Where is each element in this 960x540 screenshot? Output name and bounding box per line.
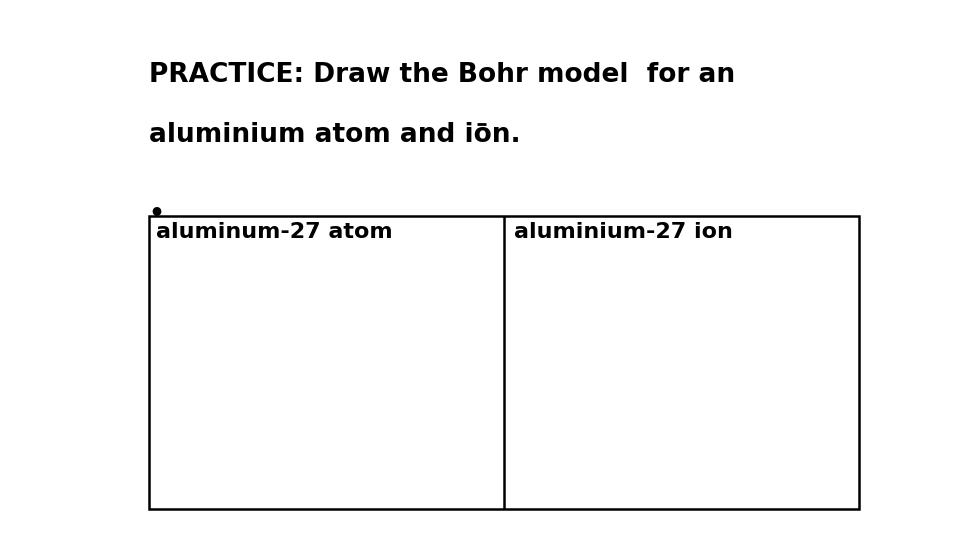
Text: aluminium atom and ion.: aluminium atom and ion.: [149, 122, 520, 147]
Text: aluminium-27 ion: aluminium-27 ion: [514, 222, 732, 242]
Text: PRACTICE: Draw the Bohr model  for an: PRACTICE: Draw the Bohr model for an: [149, 62, 735, 88]
Bar: [149, 216, 859, 509]
Text: •: •: [149, 202, 165, 226]
Text: aluminum-27 atom: aluminum-27 atom: [156, 222, 392, 242]
